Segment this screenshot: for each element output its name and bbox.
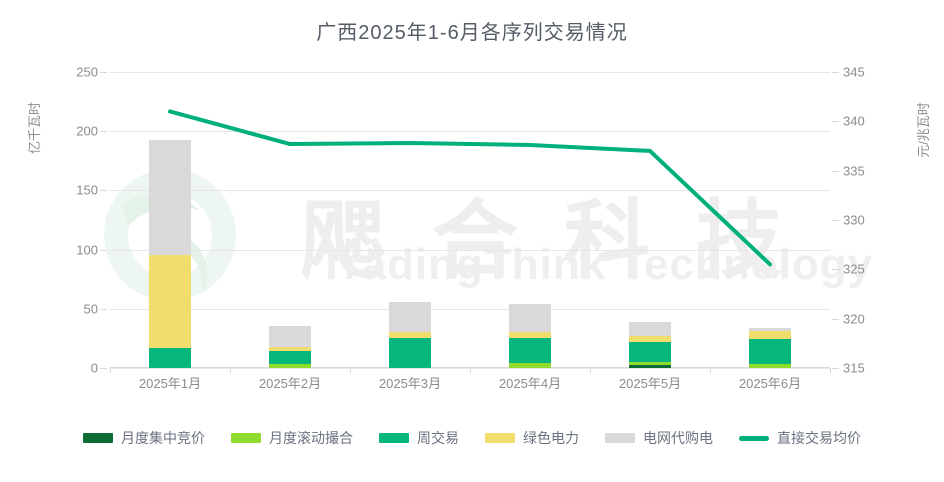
gridline xyxy=(110,249,830,251)
y-axis-right-tick-mark xyxy=(832,170,839,172)
legend-item-label: 月度集中竞价 xyxy=(121,430,205,446)
legend-swatch-icon xyxy=(485,433,515,443)
bar-segment[interactable] xyxy=(389,337,431,368)
bar-segment[interactable] xyxy=(269,346,311,351)
x-axis-tick-label: 2025年2月 xyxy=(258,376,322,391)
legend-item-label: 绿色电力 xyxy=(523,430,579,446)
legend-item-label: 电网代购电 xyxy=(643,430,713,446)
bar-segment[interactable] xyxy=(389,331,431,338)
chart-legend: 月度集中竞价 月度滚动撮合 周交易 绿色电力 电网代购电 直接交易均价 xyxy=(0,428,944,448)
x-axis-tick-label: 2025年1月 xyxy=(138,376,202,391)
y-axis-right-tick: 315 xyxy=(843,360,865,376)
legend-item[interactable]: 绿色电力 xyxy=(485,428,579,448)
bar-segment[interactable] xyxy=(749,330,791,339)
bar-segment[interactable] xyxy=(629,322,671,337)
x-axis-tick-mark xyxy=(110,368,111,373)
legend-item[interactable]: 月度集中竞价 xyxy=(83,428,205,448)
x-axis-tick-mark xyxy=(470,368,471,373)
y-axis-right-tick-mark xyxy=(832,368,839,369)
legend-swatch-icon xyxy=(739,435,769,441)
y-axis-right-tick-mark xyxy=(832,72,839,73)
chart-title: 广西2025年1-6月各序列交易情况 xyxy=(316,22,628,44)
y-axis-right-tick: 335 xyxy=(843,163,865,179)
bar-segment[interactable] xyxy=(509,338,551,364)
legend-swatch-icon xyxy=(379,433,409,443)
plot-area xyxy=(110,72,830,369)
y-axis-right-tick: 345 xyxy=(843,64,865,80)
bar-segment[interactable] xyxy=(749,338,791,364)
x-axis-tick-mark xyxy=(830,368,831,373)
y-axis-left-tick-mark xyxy=(100,131,107,133)
y-axis-left-tick: 100 xyxy=(76,242,98,258)
legend-item-label: 月度滚动撮合 xyxy=(269,430,353,446)
x-axis-tick-label: 2025年5月 xyxy=(618,376,682,391)
bar-segment[interactable] xyxy=(629,362,671,366)
legend-swatch-icon xyxy=(83,433,113,443)
legend-swatch-icon xyxy=(605,433,635,443)
x-axis-baseline xyxy=(110,367,830,368)
y-axis-right-tick: 340 xyxy=(843,113,865,129)
y-axis-left-tick: 0 xyxy=(90,360,98,376)
x-axis-tick-label: 2025年6月 xyxy=(738,376,802,391)
legend-swatch-icon xyxy=(231,433,261,443)
x-axis-tick-mark xyxy=(590,368,591,373)
y-axis-right-tick-mark xyxy=(832,220,839,221)
y-axis-left-tick-mark xyxy=(100,368,107,369)
bar-segment[interactable] xyxy=(269,350,311,364)
legend-item-label: 直接交易均价 xyxy=(777,430,861,446)
bar-segment[interactable] xyxy=(509,332,551,339)
y-axis-right-tick-mark xyxy=(832,269,839,271)
gridline xyxy=(110,190,830,192)
y-axis-left-tick: 200 xyxy=(76,123,98,139)
bar-segment[interactable] xyxy=(149,348,191,368)
gridline xyxy=(110,131,830,133)
y-axis-right-tick: 330 xyxy=(843,212,865,228)
bar-segment[interactable] xyxy=(269,363,311,368)
bar-segment[interactable] xyxy=(149,140,191,255)
y-axis-right-tick-mark xyxy=(832,318,839,320)
legend-item-label: 周交易 xyxy=(417,430,459,446)
legend-item[interactable]: 周交易 xyxy=(379,428,459,448)
y-axis-right-tick-mark xyxy=(832,121,839,123)
bar-segment[interactable] xyxy=(509,304,551,333)
y-axis-left-tick: 250 xyxy=(76,64,98,80)
x-axis-tick-mark xyxy=(230,368,231,373)
x-axis-tick-mark xyxy=(350,368,351,373)
y-axis-left-tick-mark xyxy=(100,249,107,251)
bar-segment[interactable] xyxy=(629,342,671,363)
y-axis-left-tick-mark xyxy=(100,308,107,310)
bar-segment[interactable] xyxy=(629,336,671,343)
legend-item[interactable]: 电网代购电 xyxy=(605,428,713,448)
gridline xyxy=(110,72,830,73)
gridline xyxy=(110,308,830,310)
legend-item[interactable]: 月度滚动撮合 xyxy=(231,428,353,448)
bar-segment[interactable] xyxy=(509,363,551,368)
x-axis-tick-label: 2025年4月 xyxy=(498,376,562,391)
legend-item[interactable]: 直接交易均价 xyxy=(739,428,861,448)
y-axis-left-tick-mark xyxy=(100,190,107,192)
y-axis-left-tick: 150 xyxy=(76,182,98,198)
y-axis-left-tick: 50 xyxy=(83,301,98,317)
bar-segment[interactable] xyxy=(629,365,671,368)
y-axis-right-tick: 325 xyxy=(843,261,865,277)
bar-segment[interactable] xyxy=(149,254,191,349)
bar-segment[interactable] xyxy=(269,325,311,347)
y-axis-left-tick-mark xyxy=(100,72,107,73)
bar-segment[interactable] xyxy=(749,363,791,368)
y-axis-right-tick: 320 xyxy=(843,311,865,327)
bar-segment[interactable] xyxy=(389,302,431,332)
y-axis-right-label: 元/兆瓦时 xyxy=(916,102,931,158)
x-axis-tick-mark xyxy=(710,368,711,373)
bar-segment[interactable] xyxy=(749,327,791,331)
x-axis-tick-label: 2025年3月 xyxy=(378,376,442,391)
